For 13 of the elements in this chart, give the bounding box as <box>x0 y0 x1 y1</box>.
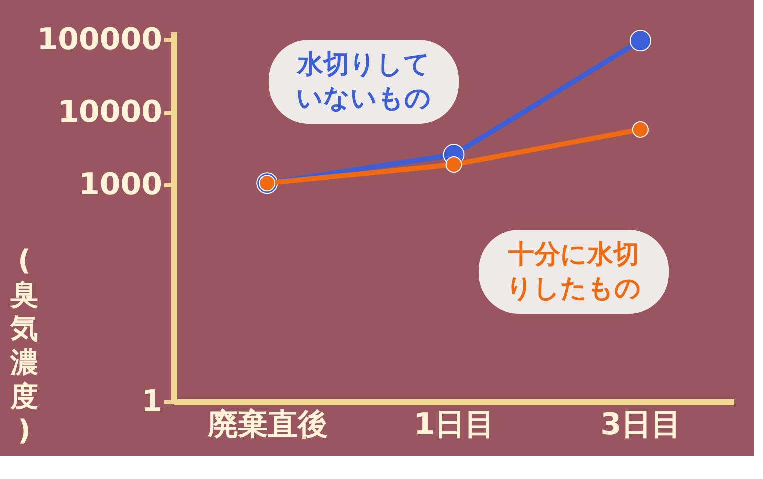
x-tick-label: 1日目 <box>414 408 495 442</box>
point <box>446 156 462 174</box>
x-tick-label: 3日目 <box>600 408 682 442</box>
point <box>632 121 649 138</box>
y-tick-label: 1000 <box>79 167 162 202</box>
series-label: 水切りしていないもの <box>296 50 432 114</box>
y-tick-label: 10000 <box>58 95 162 130</box>
y-tick-label: 1 <box>142 384 162 420</box>
point <box>630 30 652 52</box>
y-tick-label: 100000 <box>37 22 162 58</box>
y-axis-title: (臭気濃度) <box>10 244 38 447</box>
text: 十分に水切りしたもの <box>506 240 642 304</box>
x-tick-label: 廃棄直後 <box>206 408 328 442</box>
